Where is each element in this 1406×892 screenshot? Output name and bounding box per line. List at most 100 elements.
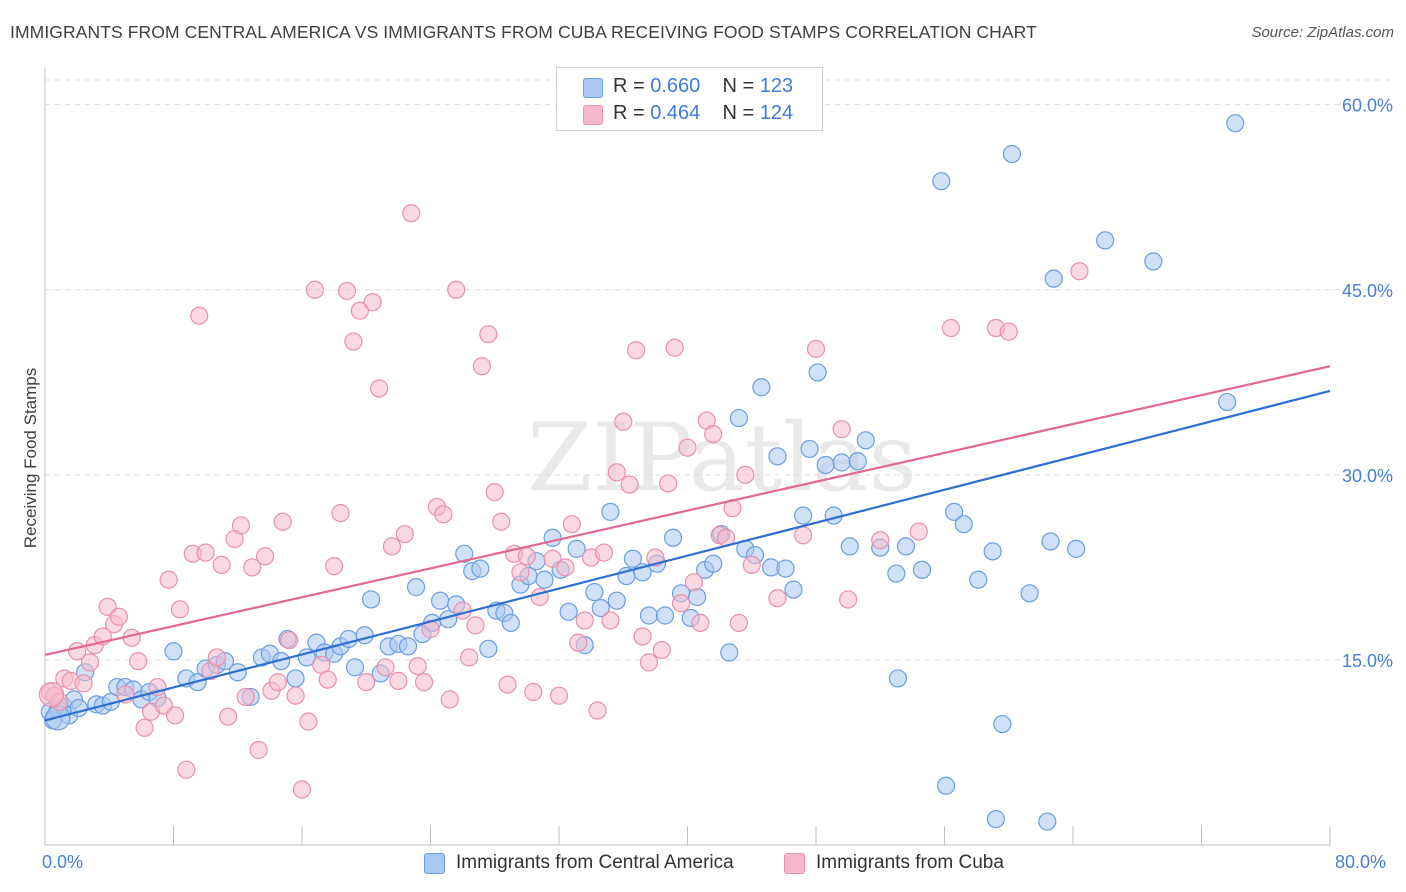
trend-line-cuba (44, 365, 1331, 657)
data-point (663, 528, 683, 547)
data-point (376, 658, 395, 677)
data-point (832, 420, 851, 439)
data-point (1020, 584, 1039, 603)
data-point (447, 280, 466, 299)
data-point (896, 537, 916, 556)
data-point (459, 648, 479, 667)
data-point (729, 613, 749, 633)
legend-r-label: R = (613, 102, 651, 124)
data-point (255, 547, 275, 566)
data-point (806, 339, 826, 359)
data-point (941, 318, 961, 338)
data-point (331, 503, 350, 523)
data-point (345, 658, 365, 677)
y-tick-labels: 15.0% 30.0% 45.0% 60.0% (1342, 96, 1393, 671)
x-tick-right: 80.0% (1335, 852, 1387, 872)
data-point (440, 690, 459, 709)
data-point (607, 463, 626, 482)
data-point (909, 522, 928, 541)
data-point (511, 563, 530, 582)
data-point (501, 613, 520, 633)
data-point (569, 633, 588, 652)
data-point (337, 281, 357, 301)
data-point (999, 322, 1018, 341)
bottom-legend-swatch-blue (424, 853, 445, 874)
data-point (170, 600, 190, 619)
data-point (887, 564, 906, 583)
data-point (219, 707, 238, 726)
data-point (575, 611, 594, 630)
data-point (704, 554, 723, 573)
data-point (305, 280, 324, 299)
data-point (280, 631, 299, 650)
data-point (292, 780, 312, 799)
data-point (588, 701, 607, 720)
data-point (109, 607, 128, 626)
data-point (639, 606, 659, 625)
data-point (286, 669, 305, 688)
data-point (591, 598, 610, 618)
x-tick-left: 0.0% (42, 852, 84, 872)
data-point (665, 338, 684, 357)
data-point (1070, 262, 1089, 281)
legend-r-label: R = (613, 75, 651, 97)
data-point (361, 590, 381, 609)
data-point (431, 591, 450, 610)
data-point (350, 301, 369, 320)
legend-n-value: 123 (759, 75, 794, 97)
data-point (639, 653, 659, 672)
data-point (932, 172, 951, 191)
data-point (954, 515, 973, 534)
data-point (159, 570, 178, 589)
data-point (196, 543, 215, 562)
data-point (768, 589, 787, 608)
data-point (455, 544, 474, 563)
data-point (479, 639, 498, 658)
y-tick-label: 45.0% (1342, 281, 1393, 301)
data-point (614, 412, 633, 431)
data-point (80, 653, 100, 672)
data-point (832, 453, 851, 472)
data-point (524, 682, 543, 702)
data-point (945, 502, 964, 521)
legend-n-label: N = (722, 75, 760, 97)
data-point (549, 686, 569, 705)
data-point (567, 539, 586, 558)
data-point (856, 431, 875, 450)
data-point (784, 580, 803, 599)
data-point (414, 673, 434, 692)
legend-n-value: 124 (759, 102, 794, 124)
data-point (485, 483, 504, 502)
data-point (164, 642, 183, 661)
data-point (273, 512, 292, 531)
data-point (839, 590, 858, 609)
data-point (395, 524, 414, 544)
data-point (776, 559, 795, 578)
data-point (1041, 532, 1060, 551)
data-point (402, 204, 421, 223)
data-point (620, 475, 639, 494)
legend-swatch-pink (583, 105, 603, 125)
data-point (752, 378, 771, 397)
data-point (231, 516, 251, 535)
data-point (594, 543, 614, 562)
data-point (517, 547, 536, 566)
bottom-legend-label: Immigrants from Central America (456, 852, 734, 873)
stats-legend: R = 0.660 N = 123 R = 0.464 N = 124 (556, 67, 823, 131)
data-point (937, 776, 956, 795)
data-point (498, 675, 517, 694)
data-point (688, 587, 707, 607)
data-point (562, 515, 581, 534)
data-point (607, 591, 626, 610)
data-point (704, 425, 723, 444)
data-point (601, 611, 620, 630)
trend-lines (44, 365, 1331, 722)
data-point (318, 670, 337, 689)
data-point (434, 505, 453, 524)
data-point (543, 528, 562, 547)
data-point (912, 560, 932, 579)
data-point (556, 558, 575, 577)
legend-r-value: 0.464 (650, 102, 701, 124)
data-point-cluster (38, 681, 65, 708)
